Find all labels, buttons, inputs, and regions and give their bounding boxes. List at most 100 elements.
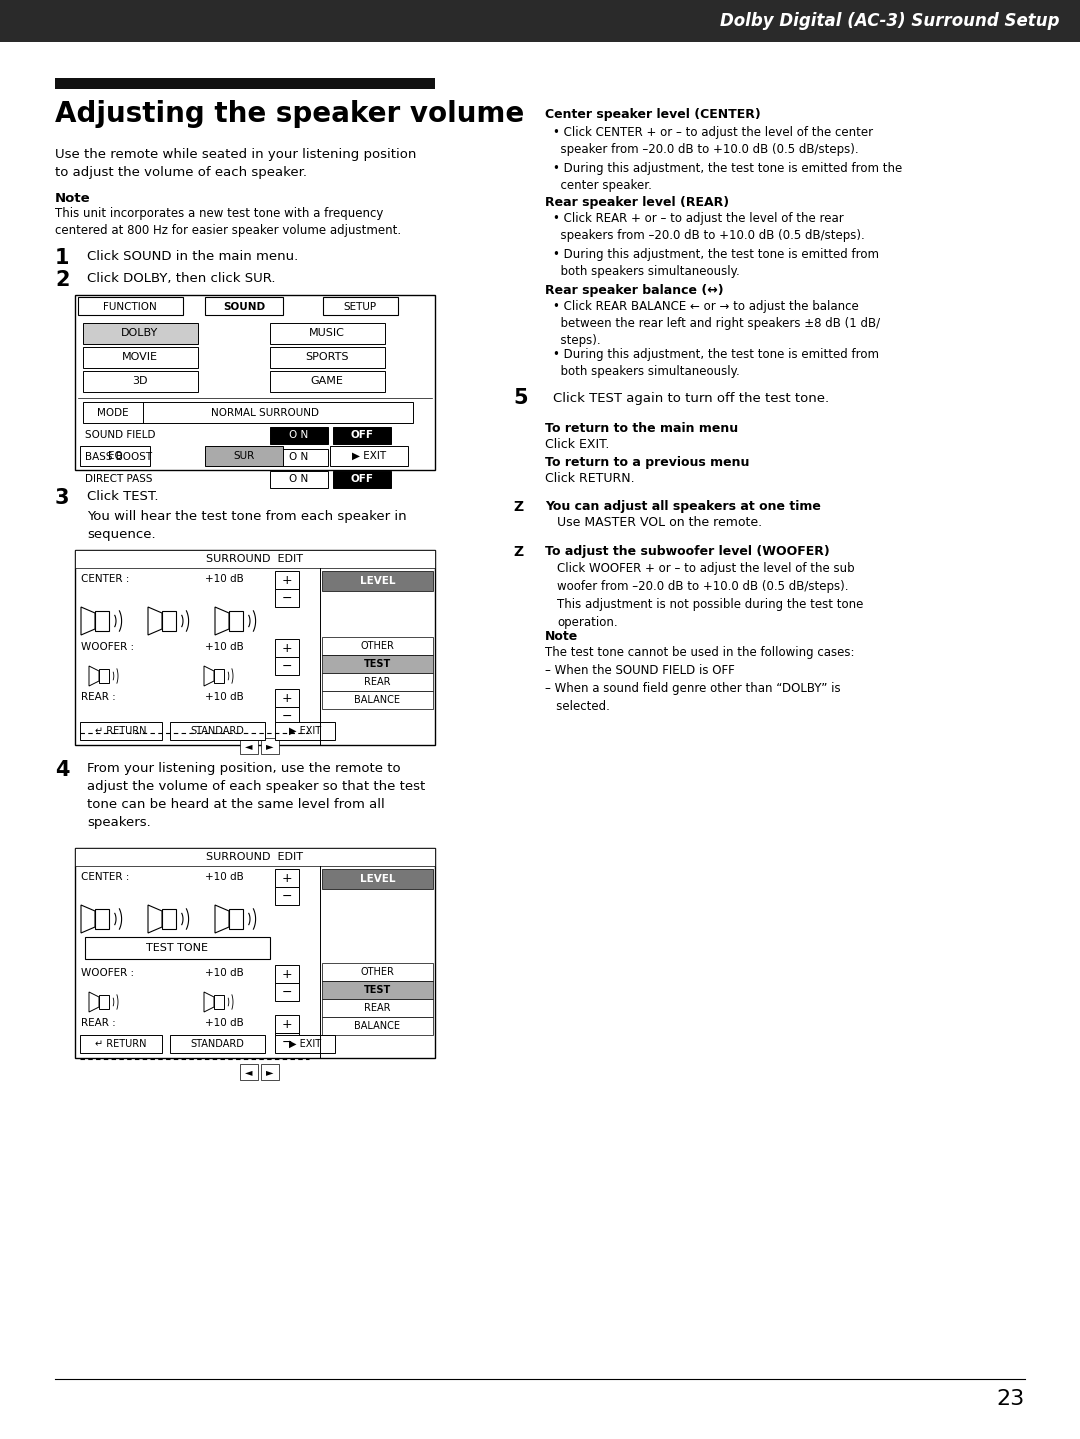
Text: OFF: OFF: [351, 475, 374, 485]
Bar: [333, 471, 391, 488]
Text: GAME: GAME: [311, 377, 343, 387]
Bar: [75, 848, 435, 866]
Bar: [322, 637, 433, 655]
Text: +10 dB: +10 dB: [205, 642, 244, 652]
Bar: [240, 1063, 258, 1081]
Text: 5: 5: [513, 389, 528, 409]
Text: CENTER :: CENTER :: [81, 574, 130, 584]
Text: You can adjust all speakers at one time: You can adjust all speakers at one time: [545, 499, 821, 512]
Text: WOOFER :: WOOFER :: [81, 968, 134, 979]
Bar: [275, 722, 335, 740]
Text: −: −: [282, 659, 293, 672]
Text: CENTER :: CENTER :: [81, 872, 130, 882]
Bar: [261, 738, 279, 754]
Text: SURROUND  EDIT: SURROUND EDIT: [206, 852, 303, 862]
Text: ↵ RETURN: ↵ RETURN: [95, 727, 147, 735]
Bar: [322, 981, 433, 999]
Bar: [270, 322, 384, 344]
Text: ▶ EXIT: ▶ EXIT: [289, 1039, 321, 1049]
Bar: [75, 550, 435, 568]
Text: O N: O N: [289, 430, 309, 440]
Bar: [322, 691, 433, 709]
Text: SURROUND  EDIT: SURROUND EDIT: [206, 554, 303, 564]
Polygon shape: [89, 991, 99, 1012]
Bar: [83, 371, 198, 391]
Text: OTHER: OTHER: [361, 967, 394, 977]
Text: +10 dB: +10 dB: [205, 872, 244, 882]
Bar: [275, 689, 299, 707]
Bar: [322, 673, 433, 691]
Polygon shape: [204, 666, 214, 686]
Text: MUSIC: MUSIC: [309, 328, 345, 338]
Text: DIRECT PASS: DIRECT PASS: [85, 475, 152, 485]
Text: ►: ►: [267, 741, 273, 751]
Bar: [275, 869, 299, 886]
Bar: [270, 371, 384, 391]
Text: SOUND: SOUND: [222, 302, 265, 312]
Text: REAR :: REAR :: [81, 692, 116, 702]
Text: Rear speaker level (REAR): Rear speaker level (REAR): [545, 196, 729, 209]
Text: 1: 1: [55, 248, 69, 268]
Bar: [162, 612, 176, 630]
Text: ◄: ◄: [245, 741, 253, 751]
Text: Rear speaker balance (↔): Rear speaker balance (↔): [545, 283, 724, 296]
Text: NORMAL SURROUND: NORMAL SURROUND: [211, 407, 319, 417]
Text: To adjust the subwoofer level (WOOFER): To adjust the subwoofer level (WOOFER): [545, 545, 829, 558]
Text: • Click CENTER + or – to adjust the level of the center
  speaker from –20.0 dB : • Click CENTER + or – to adjust the leve…: [553, 127, 873, 155]
Text: ▶ EXIT: ▶ EXIT: [352, 450, 386, 460]
Text: Click TEST.: Click TEST.: [87, 491, 159, 504]
Bar: [322, 1017, 433, 1035]
Text: REAR: REAR: [364, 1003, 391, 1013]
Text: • During this adjustment, the test tone is emitted from the
  center speaker.: • During this adjustment, the test tone …: [553, 163, 902, 191]
Bar: [270, 347, 384, 368]
Bar: [80, 1035, 162, 1053]
Bar: [333, 449, 391, 466]
Text: +: +: [282, 967, 293, 980]
Bar: [95, 612, 109, 630]
Polygon shape: [215, 607, 229, 635]
Bar: [322, 999, 433, 1017]
Text: SUR: SUR: [233, 450, 255, 460]
Text: +10 dB: +10 dB: [205, 968, 244, 979]
Text: +: +: [282, 872, 293, 885]
Text: REAR: REAR: [364, 676, 391, 686]
Bar: [99, 669, 109, 684]
Text: ►: ►: [267, 1066, 273, 1076]
Bar: [75, 295, 435, 471]
Text: +10 dB: +10 dB: [205, 574, 244, 584]
Polygon shape: [204, 991, 214, 1012]
Text: −: −: [282, 986, 293, 999]
Text: 3D: 3D: [132, 377, 148, 387]
Bar: [275, 1033, 299, 1050]
Bar: [240, 738, 258, 754]
Text: +: +: [282, 642, 293, 655]
Bar: [270, 471, 328, 488]
Bar: [275, 589, 299, 607]
Bar: [322, 963, 433, 981]
Bar: [322, 869, 433, 889]
Text: ▶ EXIT: ▶ EXIT: [289, 727, 321, 735]
Text: This unit incorporates a new test tone with a frequency
centered at 800 Hz for e: This unit incorporates a new test tone w…: [55, 207, 401, 237]
Polygon shape: [148, 607, 162, 635]
Text: Note: Note: [55, 191, 91, 204]
Bar: [275, 886, 299, 905]
Text: SPORTS: SPORTS: [306, 353, 349, 363]
Text: 3: 3: [55, 488, 69, 508]
Text: TEST TONE: TEST TONE: [146, 943, 208, 953]
Bar: [80, 446, 150, 466]
Text: −: −: [282, 709, 293, 722]
Text: • Click REAR BALANCE ← or → to adjust the balance
  between the rear left and ri: • Click REAR BALANCE ← or → to adjust th…: [553, 299, 880, 347]
Bar: [270, 427, 328, 445]
Bar: [214, 994, 224, 1009]
Bar: [275, 571, 299, 589]
Text: +10 dB: +10 dB: [205, 692, 244, 702]
Bar: [170, 722, 265, 740]
Text: TEST: TEST: [364, 659, 391, 669]
Text: Click EXIT.: Click EXIT.: [545, 437, 609, 450]
Text: BASS BOOST: BASS BOOST: [85, 452, 152, 462]
Text: 2: 2: [55, 271, 69, 291]
Bar: [333, 427, 391, 445]
Bar: [261, 1063, 279, 1081]
Text: DOLBY: DOLBY: [121, 328, 159, 338]
Bar: [55, 78, 435, 89]
